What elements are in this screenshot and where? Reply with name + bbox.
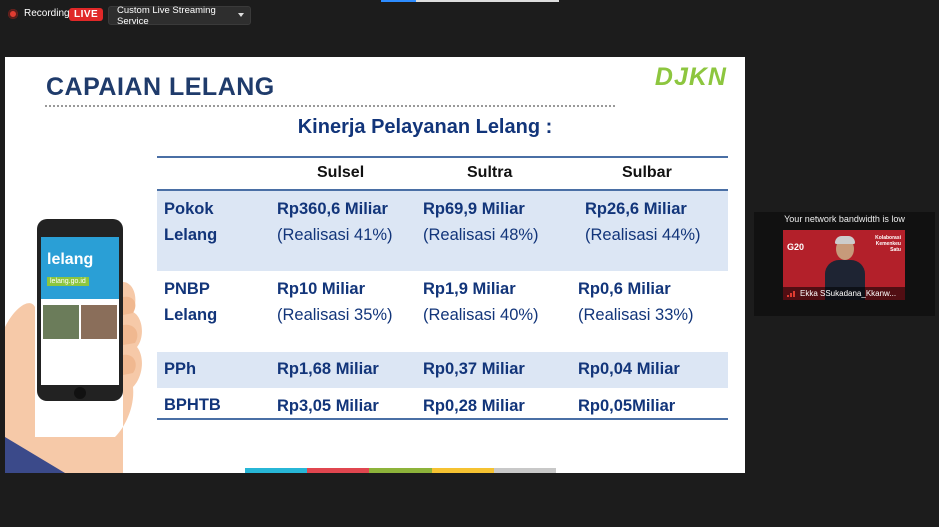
table-cell: Rp1,68 Miliar (277, 360, 379, 378)
slide-subtitle: Kinerja Pelayanan Lelang : (297, 116, 553, 138)
table-cell: Rp0,28 Miliar (423, 397, 525, 415)
table-cell: Rp10 Miliar (Realisasi 35%) (277, 280, 393, 324)
col-header: Sultra (467, 164, 513, 181)
kolaborasi-text: Kolaborasi Kemenkeu Satu (875, 235, 901, 253)
row-label: Pokok Lelang (164, 200, 218, 244)
table-cell: Rp69,9 Miliar (Realisasi 48%) (423, 200, 539, 244)
stream-service-label: Custom Live Streaming Service (117, 4, 216, 27)
table-cell: Rp0,05Miliar (578, 397, 676, 415)
signal-icon (787, 290, 797, 297)
phone-device: lelang lelang.go.id (37, 219, 123, 401)
table-cell: Rp0,37 Miliar (423, 360, 525, 378)
recording-label: Recording (24, 8, 70, 19)
table-cell: Rp26,6 Miliar (Realisasi 44%) (585, 200, 701, 244)
table-header: Sulsel Sultra Sulbar (157, 156, 728, 191)
phone-screen: lelang lelang.go.id (41, 237, 119, 385)
lelang-logo: lelang (47, 251, 94, 268)
footer-color-bar (245, 468, 557, 473)
record-icon (8, 8, 18, 19)
djkn-logo: DJKN (654, 63, 727, 91)
chevron-down-icon (238, 13, 244, 17)
performance-table: Sulsel Sultra Sulbar Pokok Lelang Rp360,6… (157, 156, 728, 424)
table-cell: Rp0,6 Miliar (Realisasi 33%) (578, 280, 694, 324)
table-bottom-border (157, 418, 728, 420)
hand-icon (5, 282, 142, 473)
participant-video[interactable]: G20 Kolaborasi Kemenkeu Satu Ekka SSukad… (783, 230, 905, 300)
title-divider (45, 105, 615, 107)
listing-thumbnail (43, 305, 79, 339)
participant-name-bar: Ekka SSukadana_Kkanw... (783, 287, 905, 300)
home-button (74, 387, 86, 399)
bandwidth-notice: Your network bandwidth is low (784, 214, 905, 224)
table-row: PPh Rp1,68 Miliar Rp0,37 Miliar Rp0,04 M… (157, 352, 728, 388)
row-label: PNBP Lelang (164, 280, 218, 324)
table-cell: Rp3,05 Miliar (277, 397, 379, 415)
table-row: PNBP Lelang Rp10 Miliar (Realisasi 35%) Rp… (157, 271, 728, 352)
lelang-url: lelang.go.id (47, 277, 89, 286)
slide-title: CAPAIAN LELANG (46, 73, 275, 101)
streaming-service-dropdown[interactable]: Custom Live Streaming Service (108, 4, 251, 27)
table-row: BPHTB Rp3,05 Miliar Rp0,28 Miliar Rp0,05… (157, 388, 728, 424)
table-cell: Rp1,9 Miliar (Realisasi 40%) (423, 280, 539, 324)
recording-indicator[interactable]: Recording (8, 8, 70, 19)
table-cell: Rp0,04 Miliar (578, 360, 680, 378)
listing-thumbnail (81, 305, 117, 339)
g20-logo: G20 (787, 242, 805, 252)
table-row: Pokok Lelang Rp360,6 Miliar (Realisasi 41%… (157, 191, 728, 271)
table-cell: Rp360,6 Miliar (Realisasi 41%) (277, 200, 393, 244)
col-header: Sulbar (622, 164, 672, 181)
participant-name: Ekka SSukadana_Kkanw... (800, 289, 897, 298)
col-header: Sulsel (317, 164, 365, 181)
row-label: BPHTB (164, 396, 221, 414)
row-label: PPh (164, 360, 197, 378)
top-indicator (381, 0, 559, 2)
phone-illustration: lelang lelang.go.id (5, 207, 155, 473)
live-badge: LIVE (69, 8, 104, 21)
participant-video-panel[interactable]: Your network bandwidth is low G20 Kolabo… (754, 212, 935, 316)
shared-slide: CAPAIAN LELANG DJKN Kinerja Pelayanan Le… (5, 57, 745, 473)
